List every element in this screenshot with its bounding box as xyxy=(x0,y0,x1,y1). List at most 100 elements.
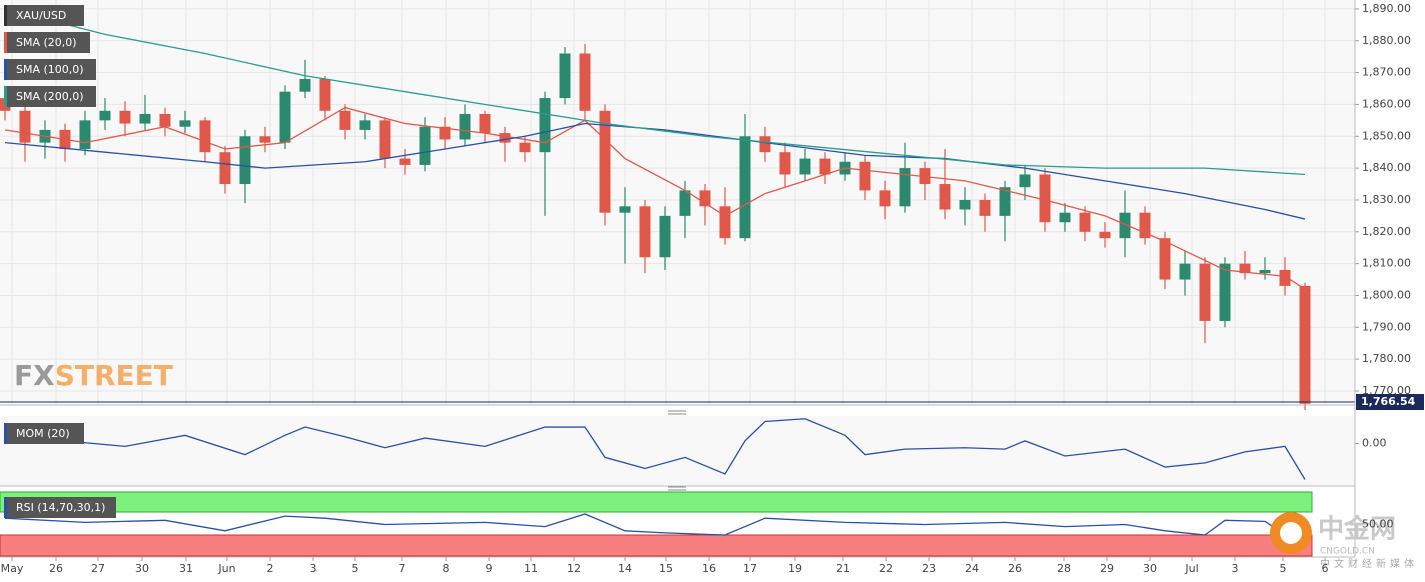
candle-body xyxy=(79,120,91,150)
candle-body xyxy=(459,113,471,140)
candle-body xyxy=(879,190,891,207)
candle-body xyxy=(1019,174,1031,188)
watermark: FXSTREET xyxy=(14,359,173,392)
candle-body xyxy=(899,168,911,207)
candle-body xyxy=(239,136,251,185)
candle-body xyxy=(859,161,871,191)
candle-body xyxy=(779,152,791,175)
candle-body xyxy=(559,53,571,99)
rsi-label: RSI (14,70,30,1) xyxy=(16,501,105,514)
x-tick-label: 23 xyxy=(922,562,936,575)
y-tick-label: 1,860.00 xyxy=(1362,97,1411,110)
candle-body xyxy=(1259,270,1271,274)
candle-body xyxy=(739,136,751,239)
candle-body xyxy=(1219,263,1231,321)
legend-entry: SMA (200,0) xyxy=(16,90,84,103)
x-tick-label: 22 xyxy=(879,562,893,575)
candle-body xyxy=(1079,212,1091,232)
y-tick-label: 1,820.00 xyxy=(1362,225,1411,238)
y-tick-label: 1,800.00 xyxy=(1362,288,1411,301)
legend-swatch xyxy=(4,32,7,53)
price-panel xyxy=(0,0,1355,405)
y-tick-label: 1,770.00 xyxy=(1362,384,1411,397)
candle-body xyxy=(579,53,591,111)
y-tick-label: 1,870.00 xyxy=(1362,66,1411,79)
candle-body xyxy=(1139,212,1151,239)
candle-body xyxy=(379,120,391,159)
candle-body xyxy=(479,113,491,134)
x-tick-label: 9 xyxy=(486,562,493,575)
candle-body xyxy=(139,113,151,124)
sma-line xyxy=(4,122,1306,220)
cn-logo-icon-inner xyxy=(1280,522,1302,544)
label-box xyxy=(4,497,116,518)
x-tick-label: 2 xyxy=(267,562,274,575)
candle-body xyxy=(699,190,711,207)
x-tick-label: 15 xyxy=(659,562,673,575)
x-tick-label: 12 xyxy=(567,562,581,575)
x-tick-label: 26 xyxy=(1008,562,1022,575)
y-tick-label: 1,810.00 xyxy=(1362,257,1411,270)
candle-body xyxy=(659,215,671,258)
candle-body xyxy=(259,136,271,143)
rsi-oversold-zone xyxy=(0,534,1313,557)
candle-body xyxy=(399,158,411,165)
y-tick-label: 1,840.00 xyxy=(1362,161,1411,174)
splitter[interactable] xyxy=(668,486,686,491)
x-tick-label: 16 xyxy=(702,562,716,575)
candle-body xyxy=(319,78,331,111)
candle-body xyxy=(199,120,211,153)
candle-body xyxy=(719,206,731,239)
y-tick-label: 1,830.00 xyxy=(1362,193,1411,206)
x-tick-label: 8 xyxy=(443,562,450,575)
candle-body xyxy=(179,120,191,127)
candle-body xyxy=(419,126,431,165)
x-tick-label: 28 xyxy=(1057,562,1071,575)
y-tick-label: 50.00 xyxy=(1362,518,1394,531)
sma-line xyxy=(4,106,1306,290)
x-tick-label: 30 xyxy=(135,562,149,575)
y-tick-label: 1,850.00 xyxy=(1362,129,1411,142)
splitter[interactable] xyxy=(668,410,686,415)
label-stripe xyxy=(4,423,7,444)
y-tick-label: 1,890.00 xyxy=(1362,2,1411,15)
candle-body xyxy=(439,126,451,140)
candle-body xyxy=(299,78,311,92)
x-tick-label: 14 xyxy=(618,562,632,575)
label-box xyxy=(4,59,96,80)
x-tick-label: 30 xyxy=(1143,562,1157,575)
candle-body xyxy=(99,110,111,121)
candle-body xyxy=(219,152,231,185)
watermark-street: STREET xyxy=(55,359,173,392)
x-tick-label: 7 xyxy=(399,562,406,575)
label-box xyxy=(4,5,84,26)
x-tick-label: 27 xyxy=(91,562,105,575)
rsi-line xyxy=(4,513,1306,549)
x-tick-label: 17 xyxy=(743,562,757,575)
candle-body xyxy=(599,110,611,213)
x-tick-label: 3 xyxy=(310,562,317,575)
x-tick-label: 5 xyxy=(1280,562,1287,575)
y-tick-label: 0.00 xyxy=(1362,437,1387,450)
candle-body xyxy=(799,158,811,175)
candle-body xyxy=(1059,212,1071,223)
legend-swatch xyxy=(4,86,7,107)
x-tick-label: 6 xyxy=(1322,562,1329,575)
marks xyxy=(0,8,1355,549)
cn-site: CNGOLD.CN xyxy=(1320,547,1375,557)
candle-body xyxy=(1119,212,1131,239)
label-box xyxy=(4,86,96,107)
y-tick-label: 1,780.00 xyxy=(1362,352,1411,365)
candle-body xyxy=(1299,285,1311,404)
legend-swatch xyxy=(4,59,7,80)
mom-panel xyxy=(0,416,1355,485)
x-tick-label: 26 xyxy=(49,562,63,575)
candle-body xyxy=(519,142,531,153)
candle-body xyxy=(999,187,1011,216)
x-tick-label: 24 xyxy=(965,562,979,575)
x-tick-label: 5 xyxy=(352,562,359,575)
last-price-box xyxy=(1356,394,1424,411)
label-box xyxy=(4,423,84,444)
x-tick-label: Jul xyxy=(1184,562,1198,575)
candle-body xyxy=(1039,174,1051,223)
